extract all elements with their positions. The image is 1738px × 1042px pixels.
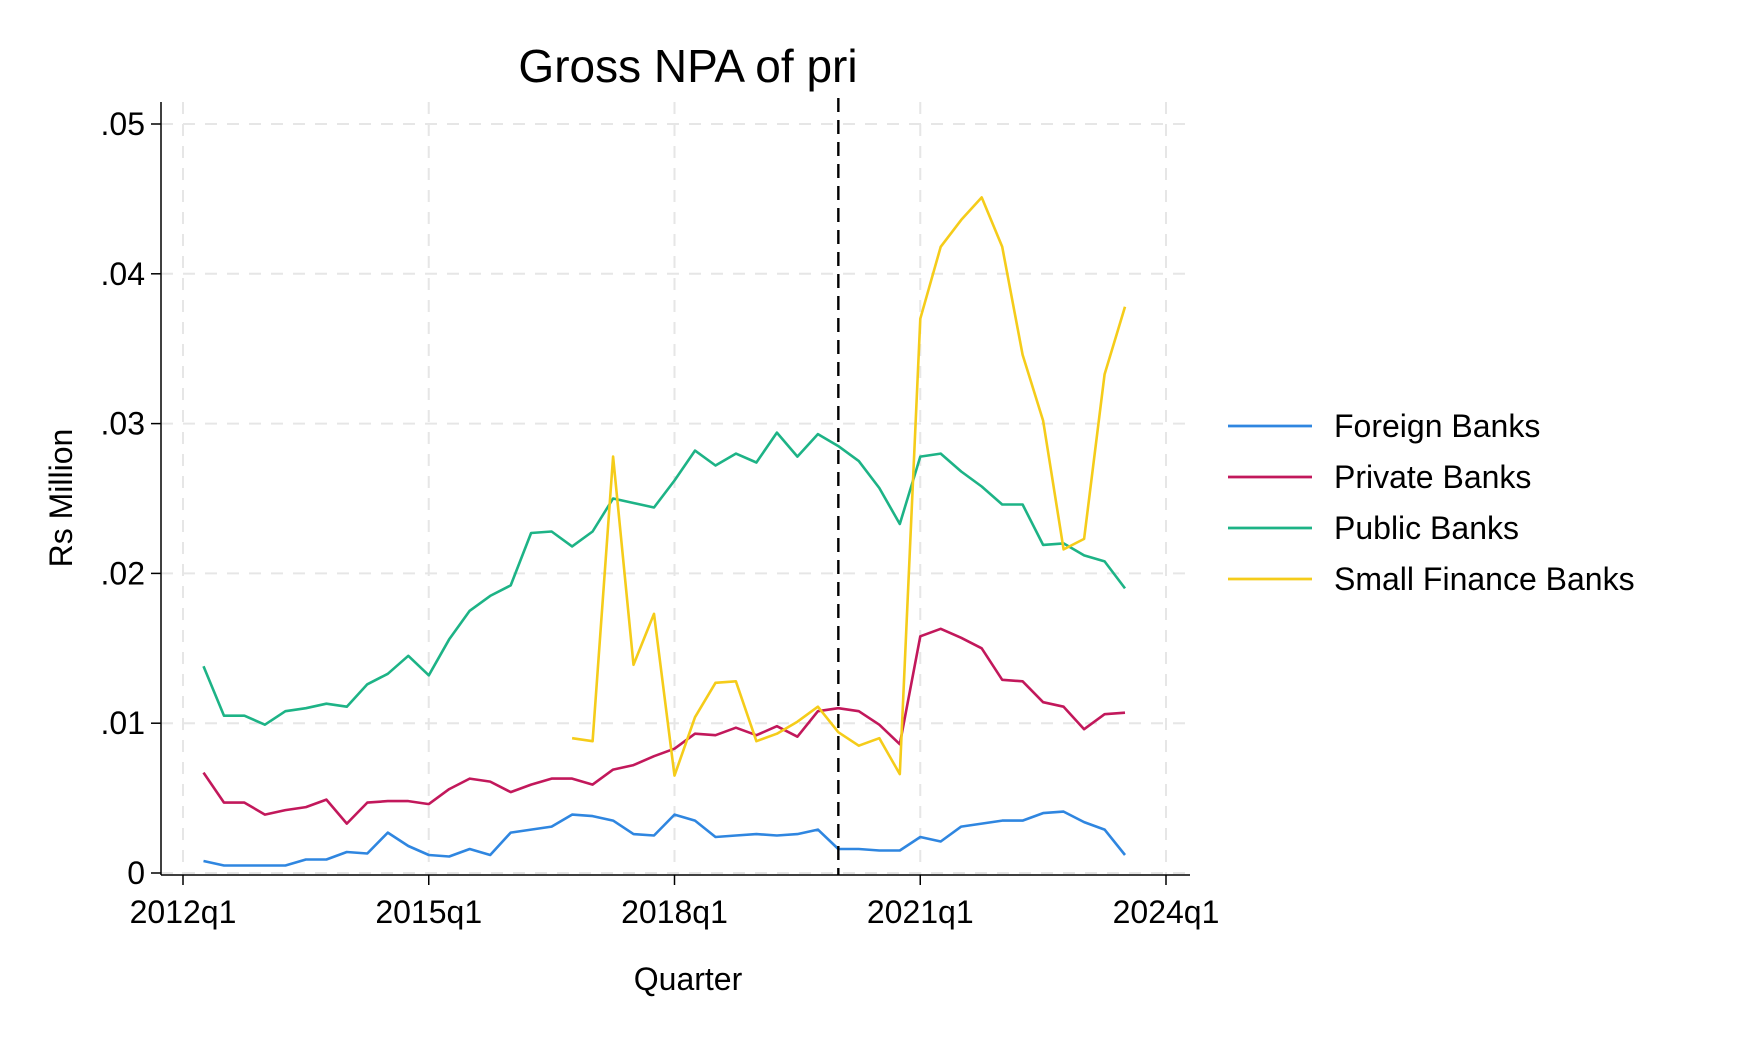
y-axis-title: Rs Million xyxy=(43,429,79,568)
series-lines xyxy=(202,196,1127,867)
x-tick-label: 2018q1 xyxy=(621,894,728,930)
y-tick-label: .04 xyxy=(101,256,145,292)
x-tick-label: 2015q1 xyxy=(375,894,482,930)
chart-title: Gross NPA of pri xyxy=(518,40,857,92)
axes: 0 .01 .02 .03 .04 .05 2012q1 2015q1 2018q1 2021q1… xyxy=(101,102,1220,930)
series-line-small-finance-banks xyxy=(571,196,1127,777)
legend-label-small-finance-banks: Small Finance Banks xyxy=(1334,561,1635,597)
series-line-foreign-banks xyxy=(203,810,1127,867)
x-tick-label: 2024q1 xyxy=(1113,894,1220,930)
legend-label-public-banks: Public Banks xyxy=(1334,510,1519,546)
x-tick-label: 2021q1 xyxy=(867,894,974,930)
y-tick-label: .02 xyxy=(101,555,145,591)
y-tick-label: .01 xyxy=(101,705,145,741)
y-tick-label: .03 xyxy=(101,406,145,442)
grid-lines xyxy=(161,102,1190,875)
series-line-private-banks xyxy=(202,627,1126,825)
legend: Foreign Banks Private Banks Public Banks Sm… xyxy=(1228,408,1635,597)
series-line-public-banks xyxy=(202,431,1127,726)
legend-label-private-banks: Private Banks xyxy=(1334,459,1531,495)
x-axis-title: Quarter xyxy=(634,961,743,997)
y-tick-label: 0 xyxy=(127,855,145,891)
x-tick-label: 2012q1 xyxy=(130,894,237,930)
y-tick-label: .05 xyxy=(101,106,145,142)
legend-label-foreign-banks: Foreign Banks xyxy=(1334,408,1540,444)
